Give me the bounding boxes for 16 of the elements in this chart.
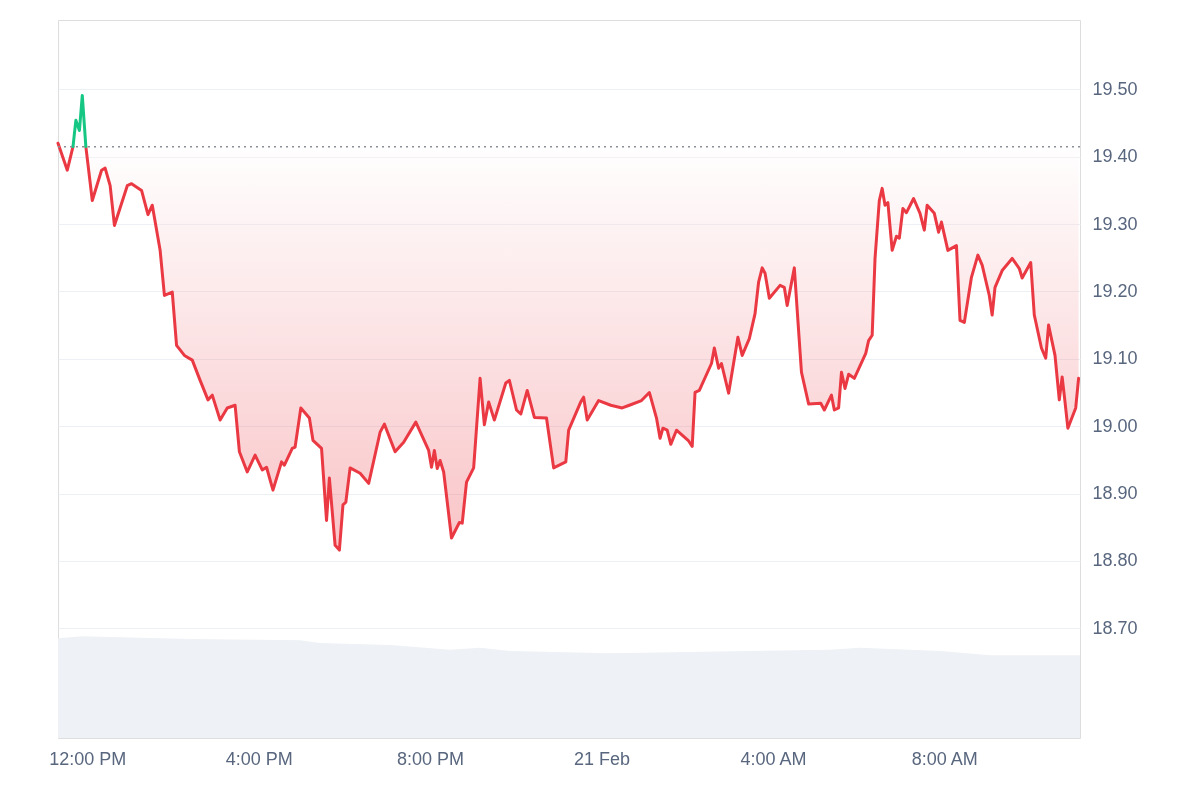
y-tick-label: 18.70 (1092, 617, 1138, 638)
x-tick-label: 4:00 PM (225, 748, 293, 769)
y-tick-label: 18.80 (1092, 550, 1138, 571)
y-tick-label: 19.30 (1092, 213, 1138, 234)
x-tick-label: 4:00 AM (740, 748, 807, 769)
y-tick-label: 19.00 (1092, 415, 1138, 436)
y-tick-label: 19.40 (1092, 146, 1138, 167)
y-tick-label: 19.20 (1092, 280, 1138, 301)
x-tick-label: 8:00 PM (397, 748, 465, 769)
y-tick-label: 18.90 (1092, 483, 1138, 503)
x-tick-label: 12:00 PM (49, 748, 127, 769)
x-tick-label: 21 Feb (573, 748, 631, 769)
y-tick-label: 19.10 (1092, 348, 1138, 369)
x-tick-label: 8:00 AM (911, 748, 978, 769)
line-series (71, 93, 88, 149)
y-tick-label: 19.50 (1092, 78, 1138, 99)
